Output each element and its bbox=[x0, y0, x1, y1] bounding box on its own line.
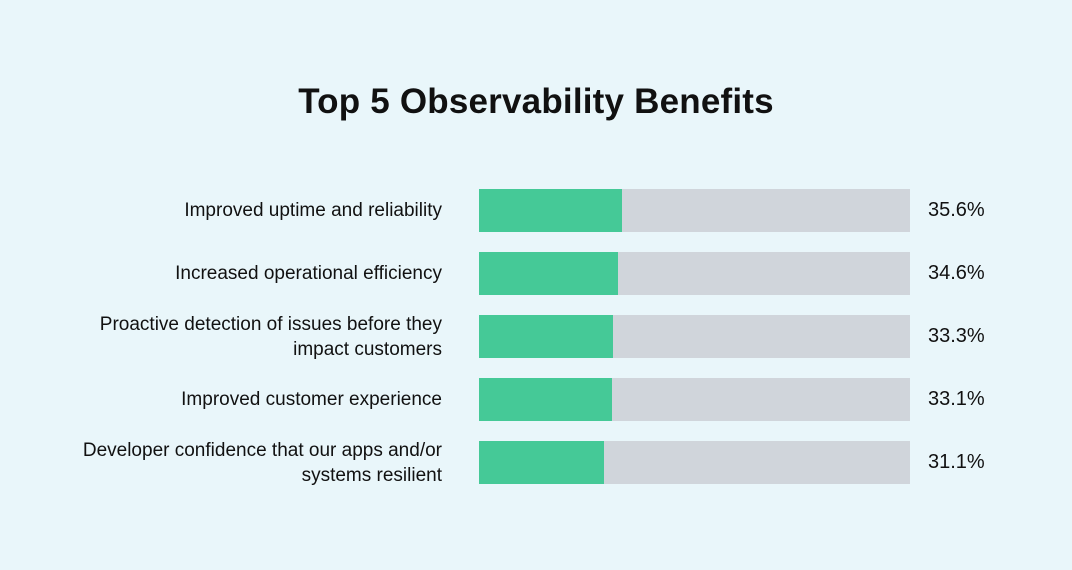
bar-track bbox=[479, 315, 910, 358]
category-label: Increased operational efficiency bbox=[175, 263, 442, 284]
category-label: Improved customer experience bbox=[181, 389, 442, 410]
value-label: 33.3% bbox=[928, 325, 985, 347]
bar-track bbox=[479, 378, 910, 421]
bar bbox=[479, 378, 613, 421]
bar-row: Proactive detection of issues before the… bbox=[0, 313, 1072, 360]
bar-row: Increased operational efficiency 34.6% bbox=[0, 252, 1072, 295]
category-label: Proactive detection of issues before the… bbox=[99, 313, 442, 360]
value-label: 33.1% bbox=[928, 388, 985, 410]
chart-title: Top 5 Observability Benefits bbox=[298, 82, 774, 121]
bar-track bbox=[479, 252, 910, 295]
bar-row: Improved customer experience 33.1% bbox=[0, 378, 1072, 421]
bar bbox=[479, 441, 605, 484]
value-label: 35.6% bbox=[928, 199, 985, 221]
value-label: 31.1% bbox=[928, 451, 985, 473]
bar-track bbox=[479, 189, 910, 232]
value-label: 34.6% bbox=[928, 262, 985, 284]
bar-row: Improved uptime and reliability 35.6% bbox=[0, 189, 1072, 232]
category-label: Developer confidence that our apps and/o… bbox=[82, 439, 442, 486]
category-label: Improved uptime and reliability bbox=[184, 200, 442, 221]
bar bbox=[479, 252, 619, 295]
bar-track bbox=[479, 441, 910, 484]
bar-row: Developer confidence that our apps and/o… bbox=[0, 439, 1072, 486]
bar bbox=[479, 315, 614, 358]
bar bbox=[479, 189, 623, 232]
